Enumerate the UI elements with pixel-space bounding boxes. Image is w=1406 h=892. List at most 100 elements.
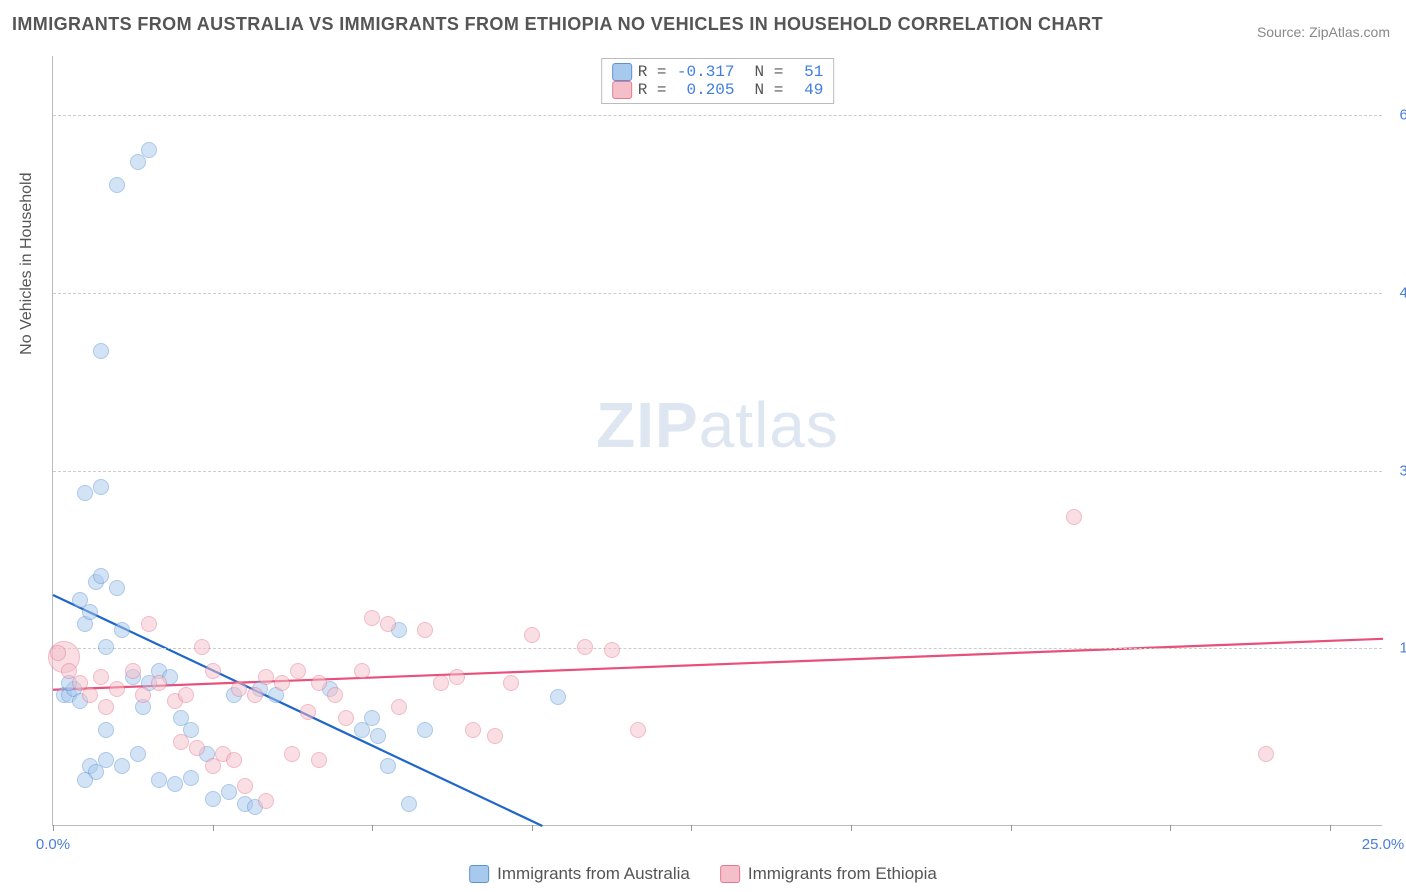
x-tick-label: 0.0% xyxy=(36,836,70,853)
scatter-point xyxy=(205,663,221,679)
legend-series-item: Immigrants from Ethiopia xyxy=(720,864,937,884)
scatter-point xyxy=(93,343,109,359)
scatter-point xyxy=(77,485,93,501)
scatter-point xyxy=(135,687,151,703)
scatter-point xyxy=(258,669,274,685)
scatter-point xyxy=(151,675,167,691)
gridline xyxy=(53,648,1382,649)
gridline xyxy=(53,471,1382,472)
scatter-point xyxy=(178,687,194,703)
scatter-point xyxy=(284,746,300,762)
scatter-point xyxy=(93,479,109,495)
scatter-point xyxy=(311,752,327,768)
legend-series-item: Immigrants from Australia xyxy=(469,864,690,884)
scatter-point xyxy=(130,746,146,762)
scatter-point xyxy=(98,639,114,655)
y-tick-label: 60.0% xyxy=(1387,107,1406,124)
x-tick xyxy=(53,825,54,831)
scatter-point xyxy=(380,758,396,774)
scatter-point xyxy=(109,681,125,697)
chart-svg xyxy=(53,56,1382,825)
scatter-point xyxy=(231,681,247,697)
scatter-point xyxy=(300,704,316,720)
scatter-point xyxy=(1066,509,1082,525)
scatter-point xyxy=(77,772,93,788)
scatter-point xyxy=(109,177,125,193)
scatter-point xyxy=(50,645,66,661)
scatter-point xyxy=(141,142,157,158)
x-tick-label: 25.0% xyxy=(1362,836,1405,853)
scatter-point xyxy=(433,675,449,691)
x-tick xyxy=(851,825,852,831)
legend-stats: R = -0.317N = 51R = 0.205N = 49 xyxy=(601,58,835,104)
legend-series-label: Immigrants from Ethiopia xyxy=(748,864,937,884)
x-tick xyxy=(1011,825,1012,831)
scatter-point xyxy=(237,778,253,794)
scatter-point xyxy=(93,669,109,685)
scatter-point xyxy=(354,663,370,679)
scatter-point xyxy=(247,687,263,703)
scatter-point xyxy=(72,592,88,608)
scatter-point xyxy=(183,770,199,786)
scatter-point xyxy=(630,722,646,738)
y-tick-label: 30.0% xyxy=(1387,462,1406,479)
scatter-point xyxy=(98,722,114,738)
scatter-point xyxy=(205,758,221,774)
scatter-point xyxy=(391,699,407,715)
gridline xyxy=(53,293,1382,294)
scatter-point xyxy=(487,728,503,744)
legend-swatch xyxy=(612,81,632,99)
chart-title: IMMIGRANTS FROM AUSTRALIA VS IMMIGRANTS … xyxy=(12,14,1103,35)
scatter-point xyxy=(417,722,433,738)
scatter-point xyxy=(125,663,141,679)
scatter-point xyxy=(311,675,327,691)
scatter-point xyxy=(82,604,98,620)
legend-series: Immigrants from Australia Immigrants from… xyxy=(469,864,937,884)
scatter-point xyxy=(401,796,417,812)
scatter-point xyxy=(465,722,481,738)
y-tick-label: 15.0% xyxy=(1387,640,1406,657)
scatter-point xyxy=(93,568,109,584)
scatter-point xyxy=(338,710,354,726)
scatter-point xyxy=(364,710,380,726)
x-tick xyxy=(213,825,214,831)
source-attribution: Source: ZipAtlas.com xyxy=(1257,24,1390,40)
legend-swatch xyxy=(720,865,740,883)
x-tick xyxy=(372,825,373,831)
x-tick xyxy=(691,825,692,831)
scatter-point xyxy=(189,740,205,756)
scatter-point xyxy=(364,610,380,626)
y-axis-label: No Vehicles in Household xyxy=(18,172,36,354)
x-tick xyxy=(1330,825,1331,831)
scatter-point xyxy=(98,699,114,715)
legend-swatch xyxy=(469,865,489,883)
scatter-point xyxy=(205,791,221,807)
scatter-point xyxy=(151,772,167,788)
scatter-point xyxy=(221,784,237,800)
scatter-point xyxy=(370,728,386,744)
scatter-point xyxy=(577,639,593,655)
legend-stat-row: R = 0.205N = 49 xyxy=(612,81,824,99)
scatter-point xyxy=(114,758,130,774)
scatter-point xyxy=(274,675,290,691)
y-tick-label: 45.0% xyxy=(1387,284,1406,301)
scatter-point xyxy=(82,687,98,703)
scatter-point xyxy=(258,793,274,809)
scatter-point xyxy=(604,642,620,658)
scatter-point xyxy=(503,675,519,691)
scatter-point xyxy=(290,663,306,679)
scatter-point xyxy=(524,627,540,643)
regression-line xyxy=(53,639,1383,690)
x-tick xyxy=(1170,825,1171,831)
x-tick xyxy=(532,825,533,831)
scatter-point xyxy=(114,622,130,638)
scatter-point xyxy=(226,752,242,768)
legend-swatch xyxy=(612,63,632,81)
scatter-point xyxy=(449,669,465,685)
scatter-point xyxy=(417,622,433,638)
scatter-point xyxy=(1258,746,1274,762)
scatter-point xyxy=(194,639,210,655)
scatter-point xyxy=(380,616,396,632)
scatter-point xyxy=(109,580,125,596)
legend-series-label: Immigrants from Australia xyxy=(497,864,690,884)
